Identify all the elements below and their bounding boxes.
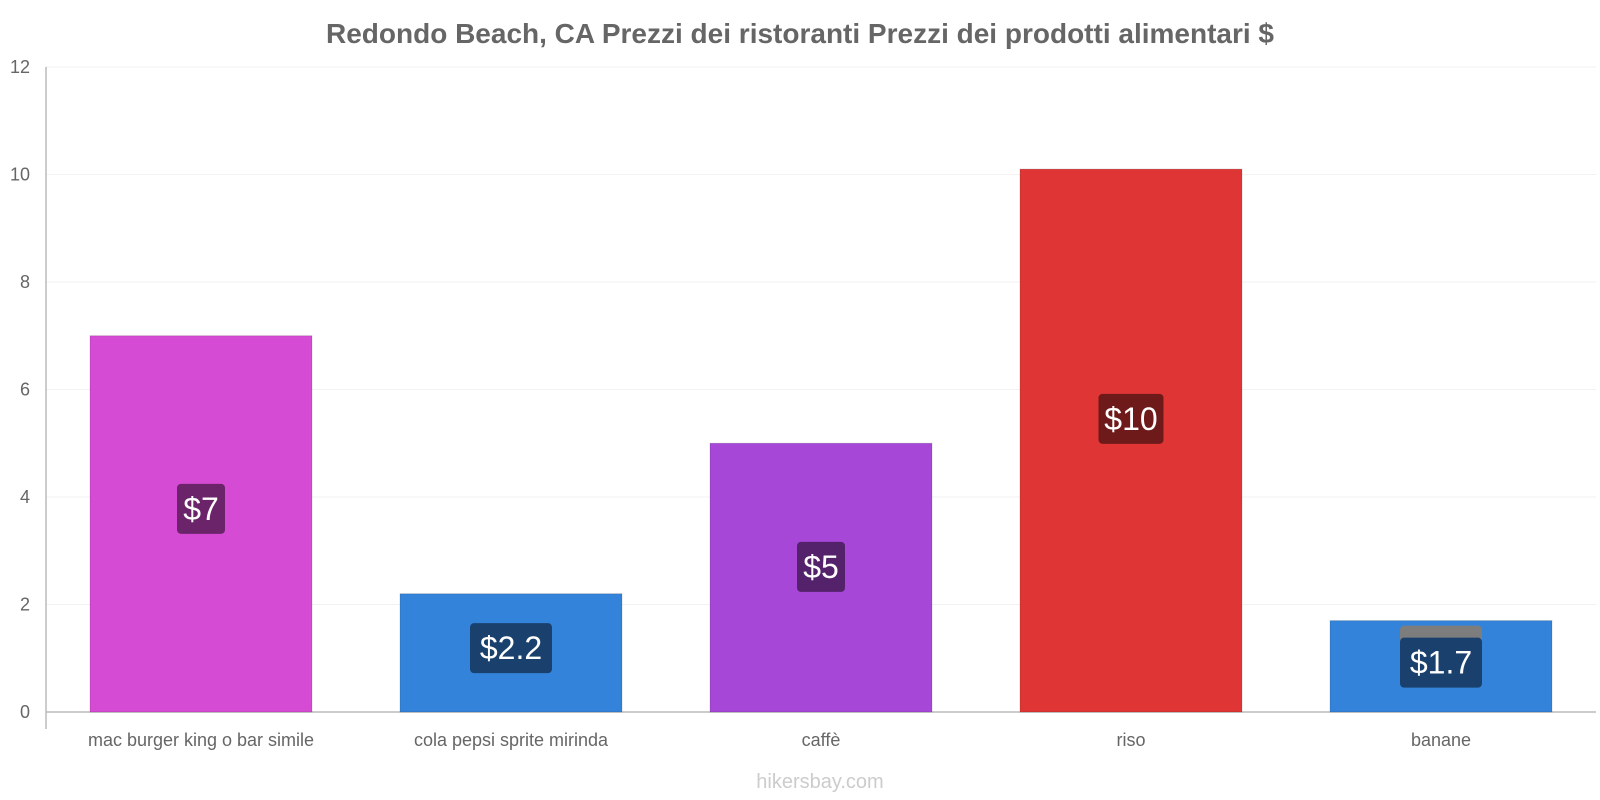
data-label: $1.7	[1410, 645, 1472, 681]
y-tick-label: 8	[20, 272, 30, 292]
y-tick-label: 10	[10, 165, 30, 185]
data-label-box	[797, 541, 845, 592]
y-tick-label: 4	[20, 487, 30, 507]
category-label-layer: mac burger king o bar simile cola pepsi s…	[88, 730, 1471, 750]
data-label: $2.2	[480, 630, 542, 666]
category-label: cola pepsi sprite mirinda	[414, 730, 609, 750]
category-label: mac burger king o bar simile	[88, 730, 314, 750]
y-tick-label: 0	[20, 702, 30, 722]
chart-title: Redondo Beach, CA Prezzi dei ristoranti …	[326, 18, 1274, 49]
bar-layer	[89, 168, 1553, 713]
data-label-box	[1098, 393, 1164, 444]
y-tick-label: 6	[20, 380, 30, 400]
data-label-box	[1400, 637, 1482, 688]
watermark: hikersbay.com	[756, 771, 883, 793]
y-tick-label: 12	[10, 57, 30, 77]
category-label: caffè	[802, 730, 841, 750]
category-label: banane	[1411, 730, 1471, 750]
y-tick-label: 2	[20, 595, 30, 615]
data-label: $7	[183, 491, 219, 527]
data-label-box	[177, 483, 225, 534]
data-label: $10	[1104, 401, 1157, 437]
data-label: $5	[803, 549, 839, 585]
data-label-box	[470, 623, 552, 674]
data-label-layer: $7 $2.2 $5 $10 $1.7	[177, 393, 1482, 688]
category-label: riso	[1116, 730, 1145, 750]
